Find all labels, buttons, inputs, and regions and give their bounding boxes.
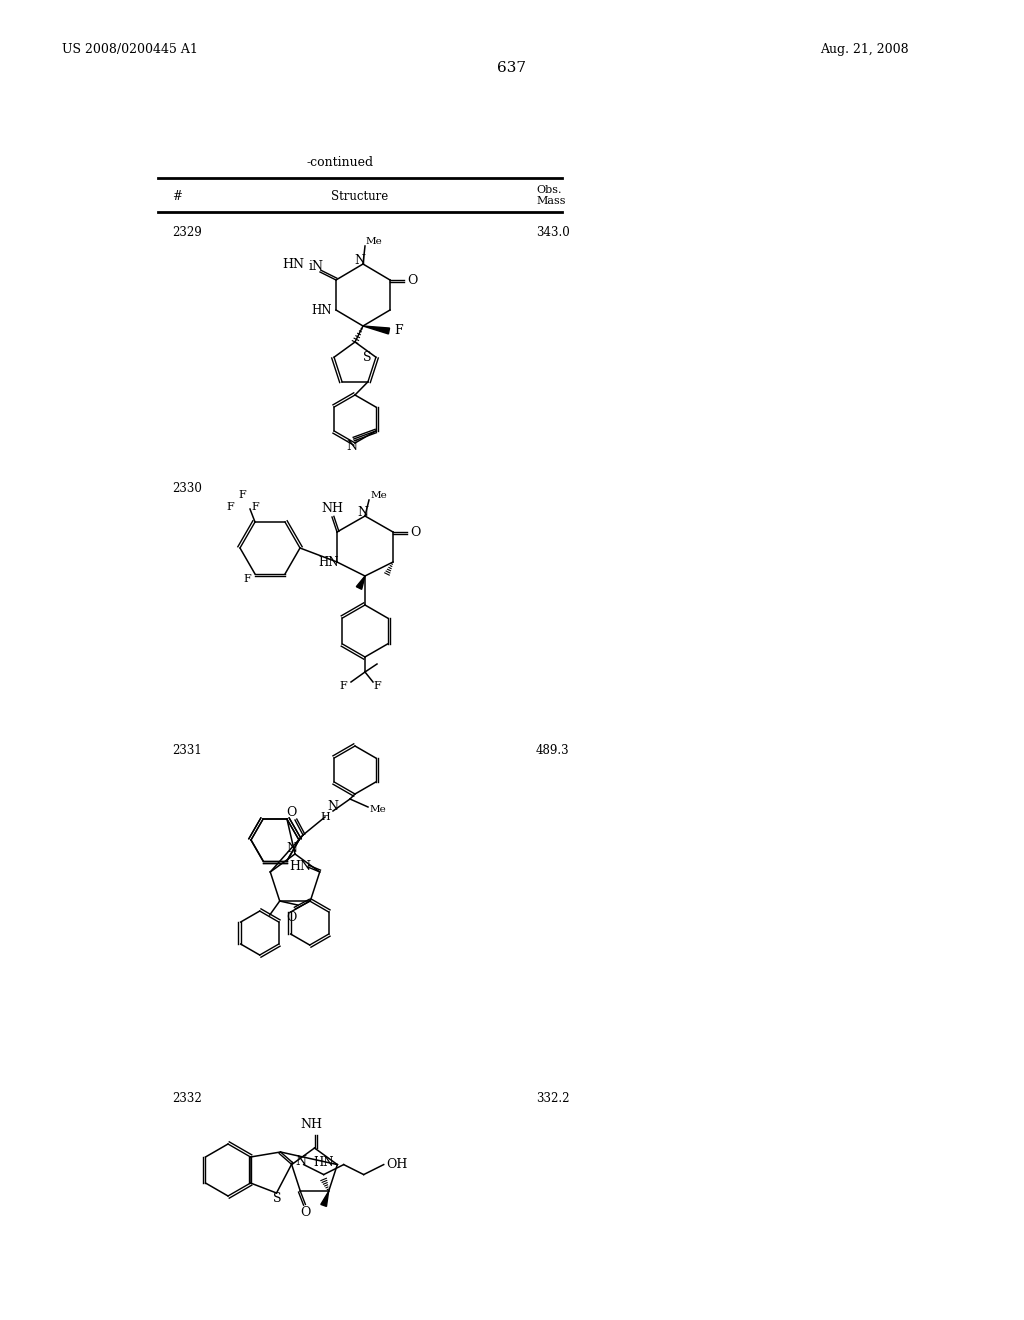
Polygon shape [362,326,389,334]
Text: O: O [286,805,296,818]
Text: HN: HN [311,305,332,318]
Text: N: N [296,1155,307,1168]
Text: US 2008/0200445 A1: US 2008/0200445 A1 [62,44,198,57]
Text: iN: iN [308,260,324,272]
Text: 343.0: 343.0 [536,226,569,239]
Text: H: H [321,812,330,822]
Text: 489.3: 489.3 [536,743,569,756]
Text: S: S [273,1192,282,1205]
Text: O: O [407,273,418,286]
Text: HN: HN [290,861,311,874]
Text: HN: HN [318,556,339,569]
Text: O: O [410,525,421,539]
Text: F: F [243,574,251,583]
Text: Me: Me [366,238,383,247]
Text: 332.2: 332.2 [536,1092,569,1105]
Text: N: N [354,253,366,267]
Text: 2330: 2330 [172,482,202,495]
Text: Mass: Mass [536,195,565,206]
Text: HN: HN [282,257,304,271]
Text: Me: Me [370,805,387,814]
Text: NH: NH [321,503,343,516]
Text: Aug. 21, 2008: Aug. 21, 2008 [820,44,908,57]
Text: 2331: 2331 [172,743,202,756]
Text: O: O [286,911,297,924]
Text: 637: 637 [498,61,526,75]
Text: N: N [287,842,298,855]
Text: S: S [362,351,371,364]
Text: N: N [328,800,339,813]
Text: N: N [357,506,369,519]
Text: F: F [239,490,246,500]
Text: -continued: -continued [306,156,374,169]
Text: 2329: 2329 [172,226,202,239]
Text: F: F [226,502,233,512]
Text: F: F [339,681,347,690]
Text: NH: NH [300,1118,323,1131]
Text: F: F [251,502,259,512]
Text: OH: OH [387,1158,409,1171]
Text: N: N [346,441,357,454]
Text: #: # [172,190,182,202]
Text: Obs.: Obs. [536,185,561,195]
Text: 2332: 2332 [172,1092,202,1105]
Text: HN: HN [313,1156,335,1170]
Text: O: O [300,1206,310,1218]
Text: Structure: Structure [332,190,389,202]
Text: F: F [394,325,402,338]
Text: F: F [373,681,381,690]
Polygon shape [356,576,365,589]
Text: Me: Me [371,491,388,499]
Polygon shape [321,1192,329,1206]
